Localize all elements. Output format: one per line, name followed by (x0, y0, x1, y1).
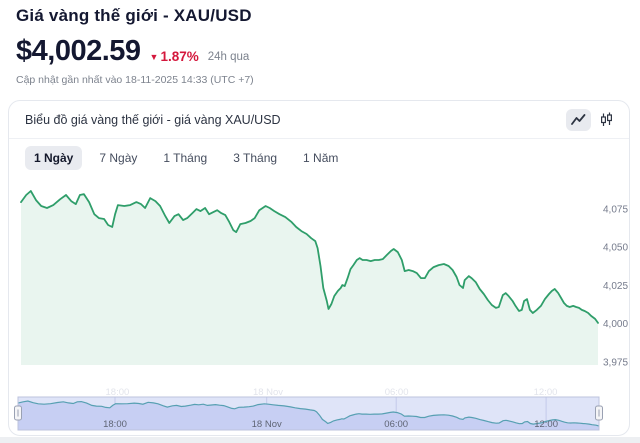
y-axis-label: 4,025 (603, 281, 628, 292)
chart-card-header: Biểu đồ giá vàng thế giới - giá vàng XAU… (9, 101, 629, 138)
price-row: $4,002.59 ▼ 1.87% 24h qua (16, 37, 254, 66)
x-axis-label: 06:00 (385, 387, 409, 398)
navigator-axis-label: 18:00 (103, 419, 127, 430)
tab-range-1d[interactable]: 1 Ngày (25, 146, 83, 170)
y-axis-label: 4,075 (603, 204, 628, 215)
y-axis-label: 3,975 (603, 357, 628, 368)
tab-range-1y[interactable]: 1 Năm (294, 146, 347, 170)
x-axis-label: 18:00 (106, 387, 130, 398)
down-arrow-icon: ▼ (149, 52, 159, 62)
price-change: ▼ 1.87% (150, 49, 199, 64)
current-price: $4,002.59 (16, 35, 141, 67)
navigator-area-fill (18, 401, 599, 430)
page-title: Giá vàng thế giới - XAU/USD (16, 6, 252, 25)
change-period: 24h qua (207, 51, 250, 63)
price-header: Giá vàng thế giới - XAU/USD $4,002.59 ▼ 1… (16, 6, 254, 86)
tab-range-3m[interactable]: 3 Tháng (224, 146, 286, 170)
price-area-fill (21, 191, 598, 365)
last-updated-text: Cập nhật gần nhất vào 18-11-2025 14:33 (… (16, 74, 254, 86)
chart-title: Biểu đồ giá vàng thế giới - giá vàng XAU… (25, 112, 281, 127)
navigator-line (17, 400, 600, 427)
tab-range-1m[interactable]: 1 Tháng (154, 146, 216, 170)
y-axis-label: 4,000 (603, 319, 628, 330)
tab-range-7d[interactable]: 7 Ngày (90, 146, 146, 170)
candlestick-toggle[interactable] (594, 109, 619, 131)
navigator-axis-label: 12:00 (534, 419, 558, 430)
line-chart-toggle[interactable] (566, 108, 591, 131)
x-axis-label: 12:00 (534, 387, 558, 398)
x-axis-label: 18 Nov (253, 387, 283, 398)
y-axis-label: 4,050 (603, 243, 628, 254)
navigator-axis-label: 06:00 (384, 419, 408, 430)
header-divider (9, 138, 629, 139)
range-tabs: 1 Ngày 7 Ngày 1 Tháng 3 Tháng 1 Năm (9, 139, 629, 170)
change-percent: 1.87% (160, 49, 199, 64)
line-chart-icon (571, 113, 586, 126)
price-line (20, 190, 599, 324)
candlestick-icon (599, 112, 614, 127)
navigator-axis-label: 18 Nov (252, 419, 282, 430)
chart-type-switcher (566, 108, 619, 131)
chart-card: Biểu đồ giá vàng thế giới - giá vàng XAU… (8, 100, 630, 436)
price-chart[interactable]: 4,075 4,050 4,025 4,000 3,975 18:00 18 Nov 06:0… (8, 181, 630, 435)
